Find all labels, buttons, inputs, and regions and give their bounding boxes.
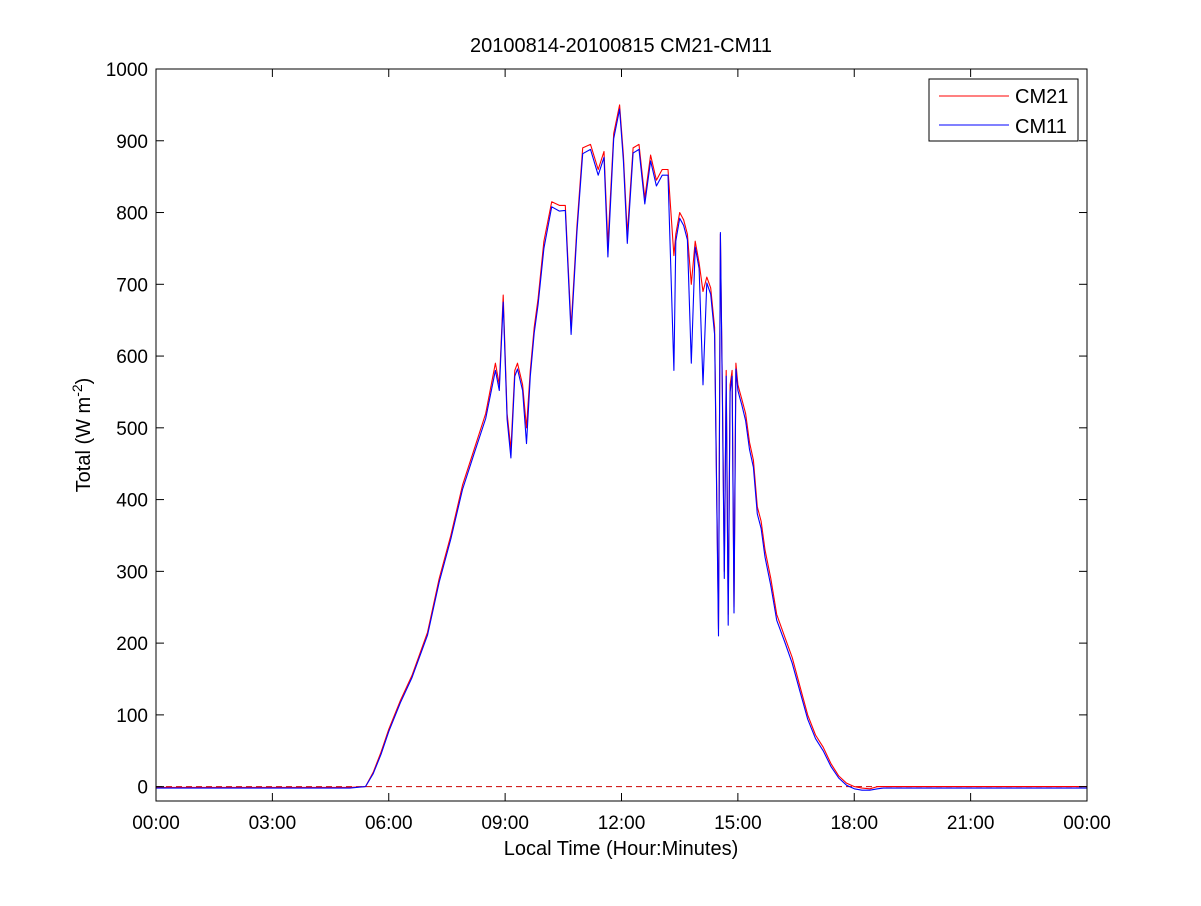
y-tick-label: 600 — [116, 347, 148, 368]
chart-title: 20100814-20100815 CM21-CM11 — [470, 35, 772, 57]
x-tick-label: 09:00 — [481, 813, 529, 834]
y-tick-label: 300 — [116, 562, 148, 583]
y-tick-label: 100 — [116, 706, 148, 727]
axis-ticks: 00:00 03:00 06:00 09:00 12:00 15:00 18:00 21:00… — [106, 60, 1111, 834]
legend: CM21 CM11 — [928, 78, 1079, 142]
x-tick-label: 15:00 — [714, 813, 762, 834]
y-axis-label-main: Total (W m — [73, 397, 95, 493]
x-tick-label: 00:00 — [1063, 813, 1111, 834]
x-tick-label: 21:00 — [947, 813, 995, 834]
y-tick-label: 700 — [116, 275, 148, 296]
x-axis-label: Local Time (Hour:Minutes) — [504, 838, 739, 860]
y-axis-label-superscript: -2 — [69, 384, 85, 397]
y-tick-label: 0 — [137, 778, 148, 799]
y-tick-label: 500 — [116, 419, 148, 440]
legend-label-cm21: CM21 — [1015, 86, 1068, 108]
y-axis-label-close: ) — [73, 378, 95, 385]
y-tick-label: 1000 — [106, 60, 148, 81]
y-tick-label: 200 — [116, 634, 148, 655]
x-tick-label: 12:00 — [598, 813, 646, 834]
legend-label-cm11: CM11 — [1015, 116, 1067, 138]
y-axis-label: Total (W m-2) — [69, 378, 95, 493]
y-tick-label: 800 — [116, 204, 148, 225]
legend-box — [928, 78, 1079, 142]
axes-frame — [155, 68, 1088, 802]
x-tick-label: 03:00 — [249, 813, 297, 834]
series-line-cm11 — [156, 108, 1087, 791]
y-tick-label: 900 — [116, 132, 148, 153]
x-tick-label: 00:00 — [132, 813, 180, 834]
plot-area — [156, 104, 1087, 791]
series-line-cm21 — [156, 104, 1087, 790]
x-tick-label: 18:00 — [830, 813, 878, 834]
y-tick-label: 400 — [116, 491, 148, 512]
x-tick-label: 06:00 — [365, 813, 413, 834]
